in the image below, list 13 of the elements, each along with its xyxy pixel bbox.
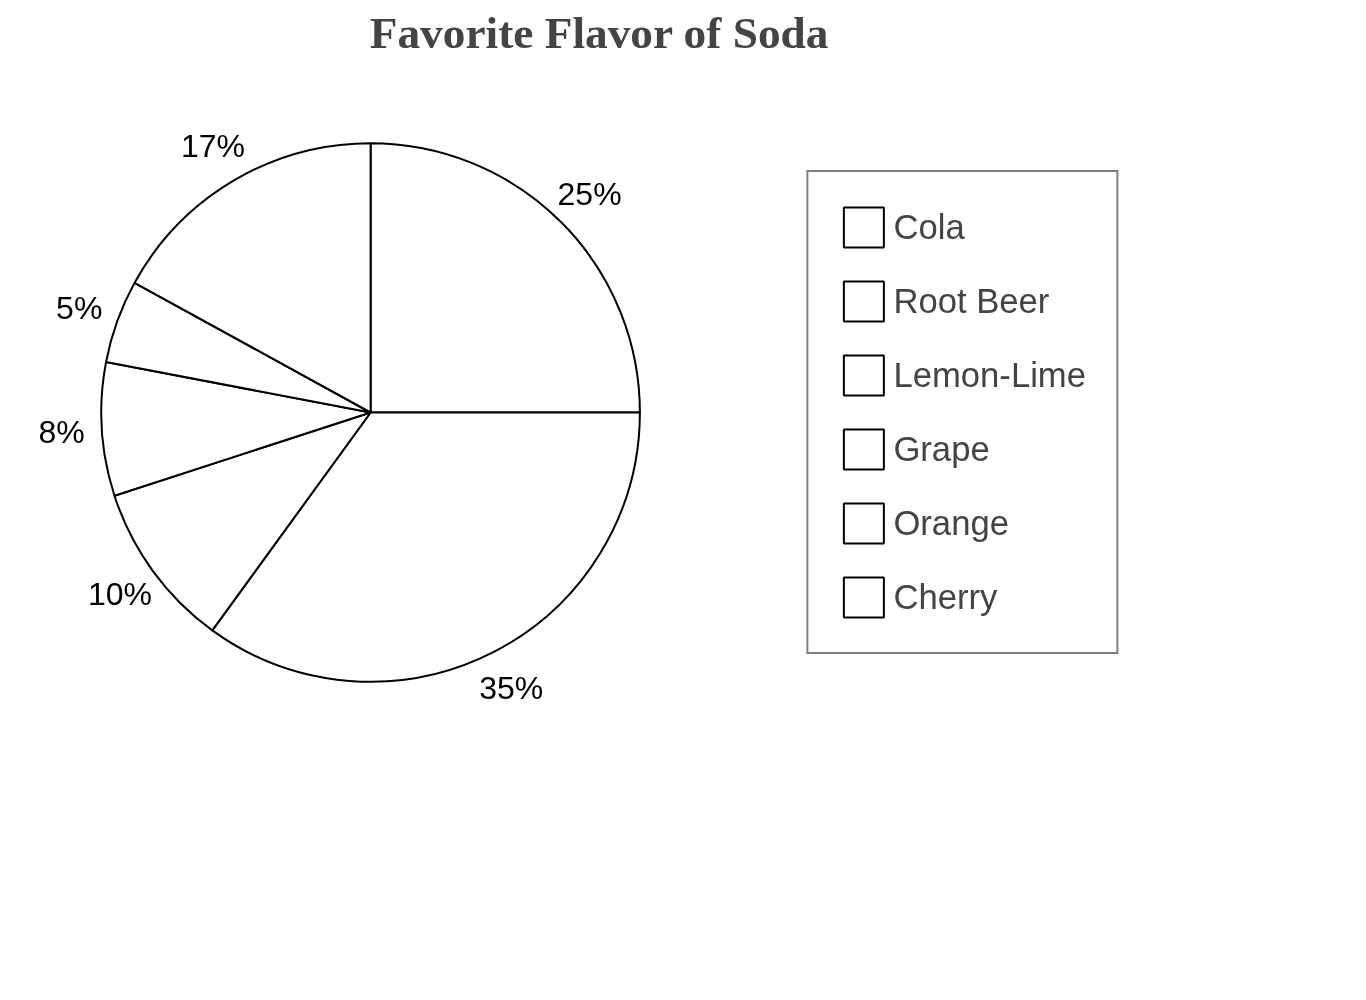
data-label: 8%	[38, 413, 85, 450]
data-label: 17%	[180, 128, 245, 164]
legend-label: Cola	[893, 207, 965, 247]
chart-title: Favorite Flavor of Soda	[369, 7, 829, 58]
legend-label: Lemon-Lime	[893, 355, 1086, 395]
data-label: 5%	[56, 289, 103, 326]
legend-label: Grape	[893, 429, 990, 469]
data-label: 10%	[88, 576, 153, 613]
legend-label: Root Beer	[893, 281, 1050, 321]
data-label: 25%	[557, 175, 622, 212]
legend-label: Orange	[893, 503, 1009, 543]
legend-label: Cherry	[893, 577, 998, 617]
data-label: 35%	[479, 670, 544, 707]
